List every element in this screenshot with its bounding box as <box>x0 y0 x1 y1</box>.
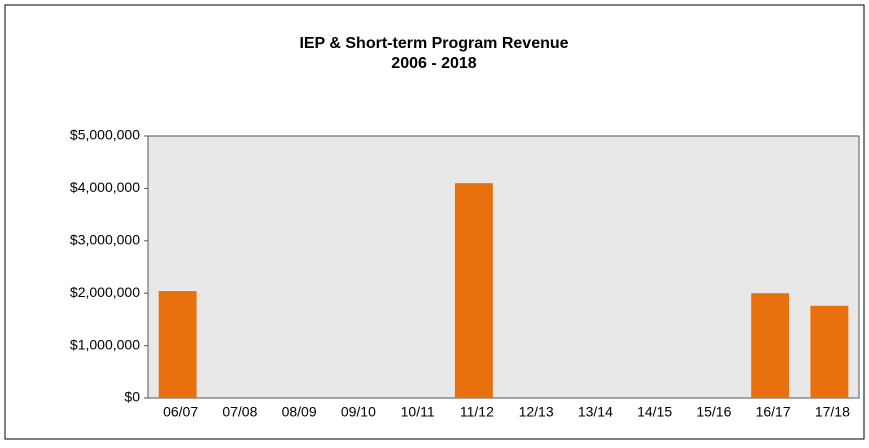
bar <box>810 305 849 398</box>
y-tick-label: $4,000,000 <box>70 179 140 195</box>
y-tick-label: $0 <box>124 389 140 405</box>
x-tick-label: 17/18 <box>815 404 850 420</box>
x-tick-label: 14/15 <box>637 404 672 420</box>
chart-title: IEP & Short-term Program Revenue <box>299 35 568 52</box>
chart-subtitle: 2006 - 2018 <box>391 55 477 72</box>
y-tick-label: $3,000,000 <box>70 232 140 248</box>
x-tick-label: 09/10 <box>341 404 376 420</box>
y-tick-label: $1,000,000 <box>70 336 140 352</box>
bar <box>751 293 790 398</box>
x-tick-label: 13/14 <box>578 404 613 420</box>
x-tick-label: 15/16 <box>696 404 731 420</box>
x-tick-label: 06/07 <box>163 404 198 420</box>
x-tick-label: 08/09 <box>282 404 317 420</box>
x-tick-label: 11/12 <box>460 404 494 420</box>
bar <box>158 291 197 398</box>
y-tick-label: $2,000,000 <box>70 284 140 300</box>
x-tick-label: 10/11 <box>401 404 435 420</box>
x-tick-label: 12/13 <box>519 404 554 420</box>
x-tick-label: 16/17 <box>756 404 791 420</box>
bar <box>454 183 493 398</box>
x-tick-label: 07/08 <box>222 404 257 420</box>
y-tick-label: $5,000,000 <box>70 127 140 143</box>
plot-area <box>147 135 860 399</box>
